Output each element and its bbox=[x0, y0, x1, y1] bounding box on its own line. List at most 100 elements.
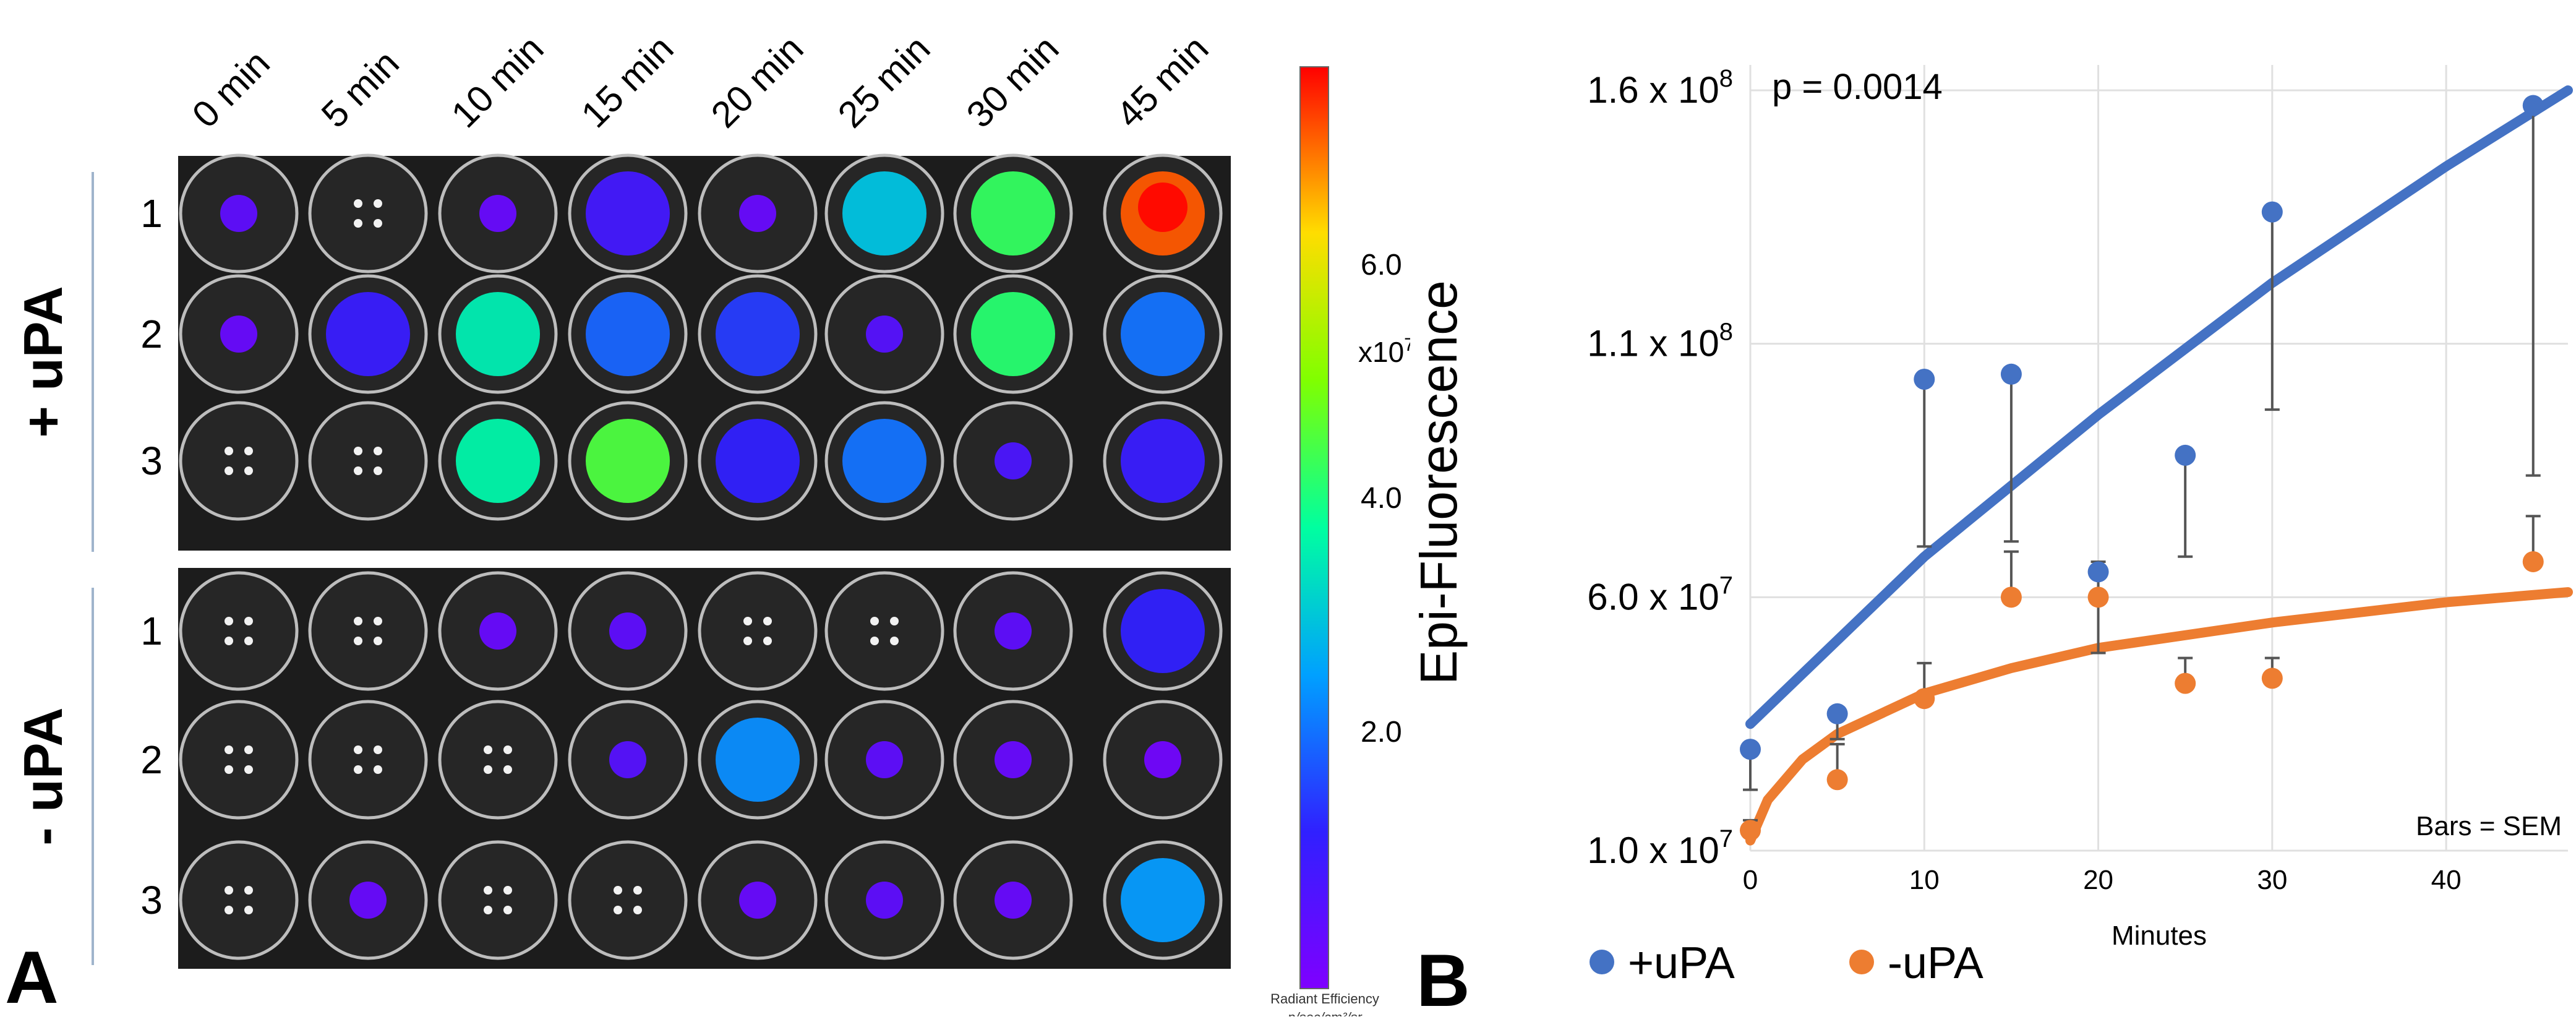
data-point bbox=[2522, 95, 2544, 116]
well-marker-dot bbox=[614, 906, 622, 914]
fluorescence-signal bbox=[1121, 419, 1205, 503]
row-label: 2 bbox=[140, 312, 163, 356]
well-marker-dot bbox=[244, 617, 253, 625]
well-marker-dot bbox=[503, 745, 512, 754]
fluorescence-signal bbox=[326, 292, 410, 376]
well-marker-dot bbox=[225, 906, 233, 914]
y-tick-label: 1.0 x 107 bbox=[1587, 825, 1733, 871]
color-scale-bar bbox=[1299, 66, 1329, 989]
plate-well bbox=[308, 153, 428, 273]
well-marker-dot bbox=[870, 617, 879, 625]
time-label: 20 min bbox=[703, 27, 811, 135]
plate-well bbox=[179, 571, 299, 691]
plus-upa-group-label: + uPA bbox=[12, 286, 74, 437]
plate-well bbox=[438, 700, 558, 820]
fluorescence-signal bbox=[716, 718, 800, 802]
plate-well bbox=[308, 401, 428, 521]
data-point bbox=[2522, 551, 2544, 572]
row-label: 1 bbox=[140, 191, 163, 236]
well-marker-dot bbox=[244, 886, 253, 895]
well-marker-dot bbox=[354, 219, 362, 228]
plate-well bbox=[824, 571, 944, 691]
fit-curve bbox=[1745, 85, 2573, 729]
fluorescence-signal bbox=[995, 741, 1032, 778]
well-marker-dot bbox=[503, 906, 512, 914]
time-label: 5 min bbox=[314, 42, 407, 135]
legend-marker bbox=[1849, 950, 1874, 974]
x-tick-label: 10 bbox=[1909, 865, 1940, 895]
fluorescence-signal bbox=[995, 442, 1032, 479]
radiant-efficiency-title: Radiant Efficiency bbox=[1270, 991, 1379, 1007]
fluorescence-signal bbox=[1121, 292, 1205, 376]
minus-upa-group-label: - uPA bbox=[12, 707, 74, 845]
data-point bbox=[2087, 586, 2109, 608]
well-marker-dot bbox=[244, 906, 253, 914]
plate-wells bbox=[179, 153, 1223, 960]
well-marker-dot bbox=[225, 637, 233, 645]
well-marker-dot bbox=[503, 765, 512, 774]
well-marker-dot bbox=[374, 447, 382, 455]
well-marker-dot bbox=[225, 765, 233, 774]
well-marker-dot bbox=[354, 466, 362, 475]
well-marker-dot bbox=[374, 617, 382, 625]
fluorescence-signal bbox=[609, 612, 646, 650]
color-scale-ticks: 6.0 4.0 2.0 bbox=[1361, 249, 1402, 749]
fluorescence-signal bbox=[866, 316, 903, 353]
well-marker-dot bbox=[890, 637, 899, 645]
well-marker-dot bbox=[225, 886, 233, 895]
time-label: 10 min bbox=[443, 27, 552, 135]
fluorescence-signal bbox=[1121, 589, 1205, 673]
data-point bbox=[1740, 739, 1761, 760]
well-marker-dot bbox=[244, 637, 253, 645]
plate-well bbox=[308, 571, 428, 691]
y-tick-label: 6.0 x 107 bbox=[1587, 572, 1733, 617]
fluorescence-signal bbox=[609, 741, 646, 778]
well-marker-dot bbox=[354, 637, 362, 645]
color-scale-tick: 2.0 bbox=[1361, 716, 1402, 749]
time-labels: 0 min 5 min 10 min 15 min 20 min 25 min 30 min… bbox=[184, 27, 1217, 135]
fluorescence-signal bbox=[971, 171, 1055, 256]
fluorescence-signal bbox=[716, 419, 800, 503]
well-marker-dot bbox=[225, 617, 233, 625]
well-marker-dot bbox=[354, 199, 362, 208]
panel-b-letter: B bbox=[1416, 939, 1470, 1022]
well-marker-dot bbox=[225, 745, 233, 754]
well-marker-dot bbox=[484, 906, 492, 914]
well-marker-dot bbox=[374, 219, 382, 228]
row-labels: 1 2 3 1 2 3 bbox=[140, 191, 163, 922]
data-point bbox=[2175, 444, 2196, 466]
panel-b-chart: 0 10 20 30 40 1.0 x 107 6.0 x 107 1.1 x 108 1.6 … bbox=[1416, 65, 2573, 988]
legend-label: -uPA bbox=[1888, 938, 1983, 988]
well-marker-dot bbox=[354, 617, 362, 625]
color-scale-unit: x107 bbox=[1358, 335, 1410, 368]
well-marker-dot bbox=[614, 886, 622, 895]
color-scale-tick: 4.0 bbox=[1361, 482, 1402, 515]
fluorescence-signal bbox=[995, 882, 1032, 919]
data-point bbox=[2261, 668, 2283, 689]
data-point bbox=[1914, 369, 1935, 390]
plate-well bbox=[179, 401, 299, 521]
time-label: 25 min bbox=[830, 27, 938, 135]
fluorescence-signal bbox=[842, 419, 926, 503]
well-marker-dot bbox=[225, 447, 233, 455]
legend-label: +uPA bbox=[1628, 938, 1735, 988]
data-point bbox=[2000, 586, 2022, 608]
fluorescence-signal bbox=[479, 612, 516, 650]
fluorescence-signal bbox=[456, 292, 540, 376]
x-tick-label: 30 bbox=[2257, 865, 2287, 895]
plate-well bbox=[308, 700, 428, 820]
row-label: 3 bbox=[140, 878, 163, 922]
y-tick-label: 1.6 x 108 bbox=[1587, 65, 1733, 111]
radiant-efficiency-numerator: p/sec/cm²/sr bbox=[1287, 1010, 1363, 1016]
well-marker-dot bbox=[354, 745, 362, 754]
data-point bbox=[2175, 672, 2196, 694]
plate-well bbox=[698, 571, 818, 691]
data-point bbox=[1826, 703, 1848, 724]
well-marker-dot bbox=[484, 745, 492, 754]
well-marker-dot bbox=[374, 745, 382, 754]
panel-a-plate-figure: 0 min 5 min 10 min 15 min 20 min 25 min 30 min… bbox=[12, 27, 1410, 1016]
data-point bbox=[2087, 561, 2109, 583]
well-marker-dot bbox=[484, 886, 492, 895]
fluorescence-signal bbox=[586, 171, 670, 256]
fluorescence-signal bbox=[220, 195, 257, 232]
